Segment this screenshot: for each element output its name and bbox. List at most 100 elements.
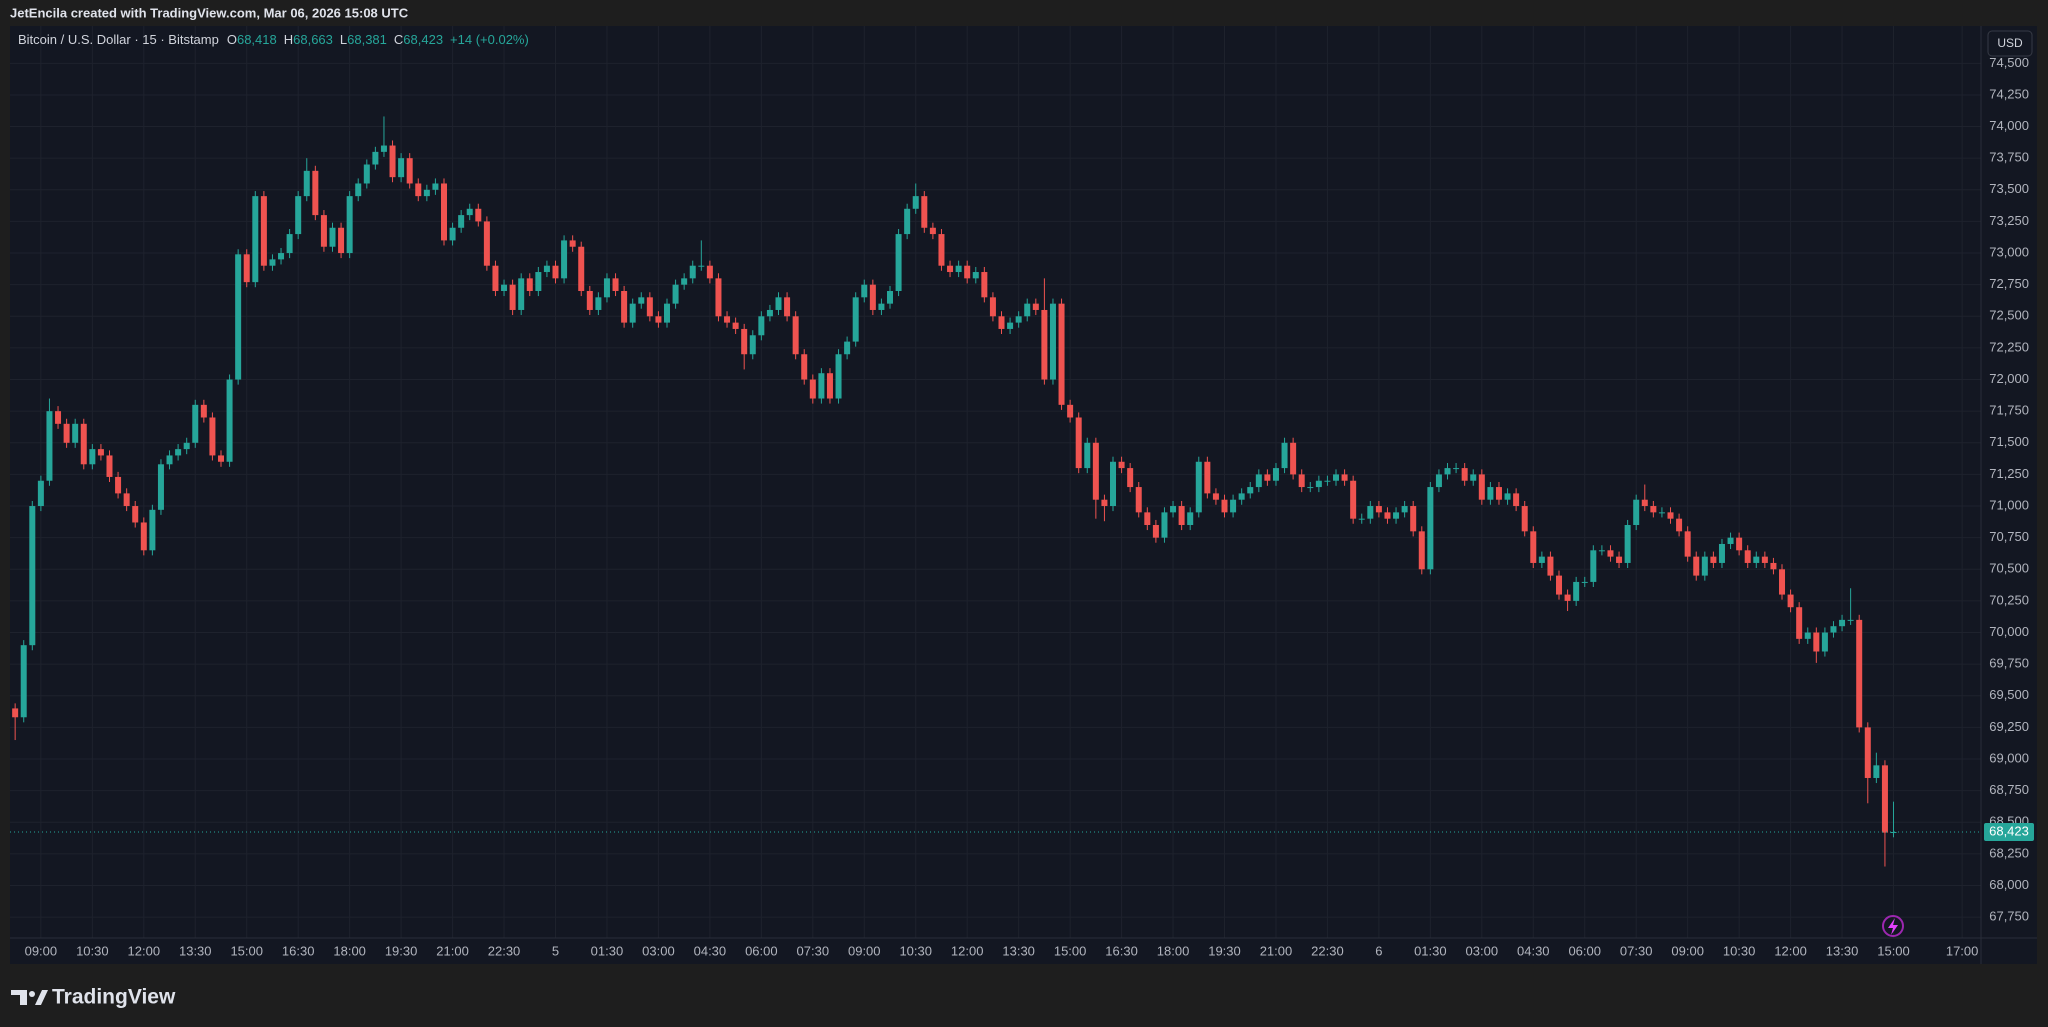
overlay: 68,423 [10,823,2034,842]
currency-button[interactable] [1987,30,2033,57]
y-tick-label: 70,000 [1989,624,2029,639]
candle-body [217,455,224,462]
legend: Bitcoin / U.S. Dollar · 15 · Bitstamp O68… [18,32,529,47]
candle-body [501,284,508,291]
candle-body [621,290,628,323]
candle-body [1684,531,1691,557]
candle-body [509,284,516,310]
candle-body [612,278,619,291]
candle-body [921,196,928,228]
candle-body [689,265,696,279]
candle-body [1676,518,1683,532]
candle-body [286,234,293,254]
x-tick-label: 19:30 [1208,943,1241,958]
candle-body [741,328,748,355]
candle-body [1856,619,1863,728]
candle-body [1393,512,1400,519]
candle-body [12,708,19,718]
candle-body [929,227,936,235]
candle-body [1007,322,1014,329]
candle-body [303,170,310,197]
candle-body [29,506,36,646]
y-tick-label: 73,000 [1989,244,2029,259]
candle-body [869,284,876,310]
candle-body [1350,480,1357,519]
candle-body [887,290,894,304]
candle-body [1641,499,1648,507]
y-tick-label: 71,500 [1989,434,2029,449]
candle-body [1736,537,1743,551]
candle-body [1761,556,1768,563]
x-tick-label: 06:00 [745,943,778,958]
lightning-icon[interactable] [1882,915,1904,937]
x-tick-label: 12:00 [951,943,984,958]
y-tick-label: 71,750 [1989,403,2029,418]
candle-body [1821,632,1828,652]
candle-body [123,493,130,507]
candle-body [749,335,756,355]
candle-body [595,297,602,310]
candle-body [826,373,833,399]
y-tick-label: 68,250 [1989,845,2029,860]
candle-body [1110,461,1117,507]
candle-body [63,423,70,443]
candle-body [449,227,456,241]
candle-body [1341,474,1348,481]
candle-body [1607,550,1614,557]
y-tick-label: 72,750 [1989,276,2029,291]
x-tick-label: 07:30 [797,943,830,958]
y-tick-label: 69,750 [1989,656,2029,671]
x-tick-label: 03:00 [642,943,675,958]
y-tick-label: 74,500 [1989,55,2029,70]
candle-body [1247,487,1254,494]
brand-logo [11,990,48,1005]
candle-body [1864,727,1871,778]
candle-body [372,151,379,165]
candle-body [20,645,27,718]
x-tick-label: 13:30 [1826,943,1859,958]
candle-body [1264,474,1271,481]
candle-body [415,183,422,197]
candle-body [1693,556,1700,576]
candle-body [1049,303,1056,380]
candle-body [1495,487,1502,500]
candle-body [72,423,79,443]
candle-body [492,265,499,291]
candle-body [715,278,722,317]
candle-body [1024,303,1031,317]
y-tick-label: 72,250 [1989,339,2029,354]
candle-body [200,404,207,418]
candle-body [157,464,164,510]
x-tick-label: 21:00 [436,943,469,958]
candle-body [183,442,190,450]
candle-body [552,265,559,279]
candle-body [1058,303,1065,405]
candle-body [226,379,233,462]
y-tick-label: 73,500 [1989,181,2029,196]
x-tick-label: 5 [552,943,559,958]
candle-body [878,303,885,310]
candle-body [861,284,868,298]
legend-c-label: C [394,32,403,47]
candle-body [938,234,945,266]
x-tick-label: 16:30 [1105,943,1138,958]
candle-body [209,417,216,456]
candle-body [1144,512,1151,526]
x-tick-label: 04:30 [694,943,727,958]
candle-body [380,145,387,152]
candle-body [115,476,122,494]
candle-body [526,278,533,291]
candle-body [1504,493,1511,500]
candle-body [389,145,396,178]
candle-body [852,297,859,342]
candle-body [466,208,473,216]
candle-body [1787,594,1794,608]
candle-body [1530,531,1537,563]
candle-body [1041,309,1048,380]
candle-body [1135,487,1142,513]
candle-body [1658,512,1665,514]
candle-body [964,265,971,279]
x-tick-label: 21:00 [1260,943,1293,958]
y-tick-label: 67,750 [1989,909,2029,924]
candle-body [278,253,285,260]
